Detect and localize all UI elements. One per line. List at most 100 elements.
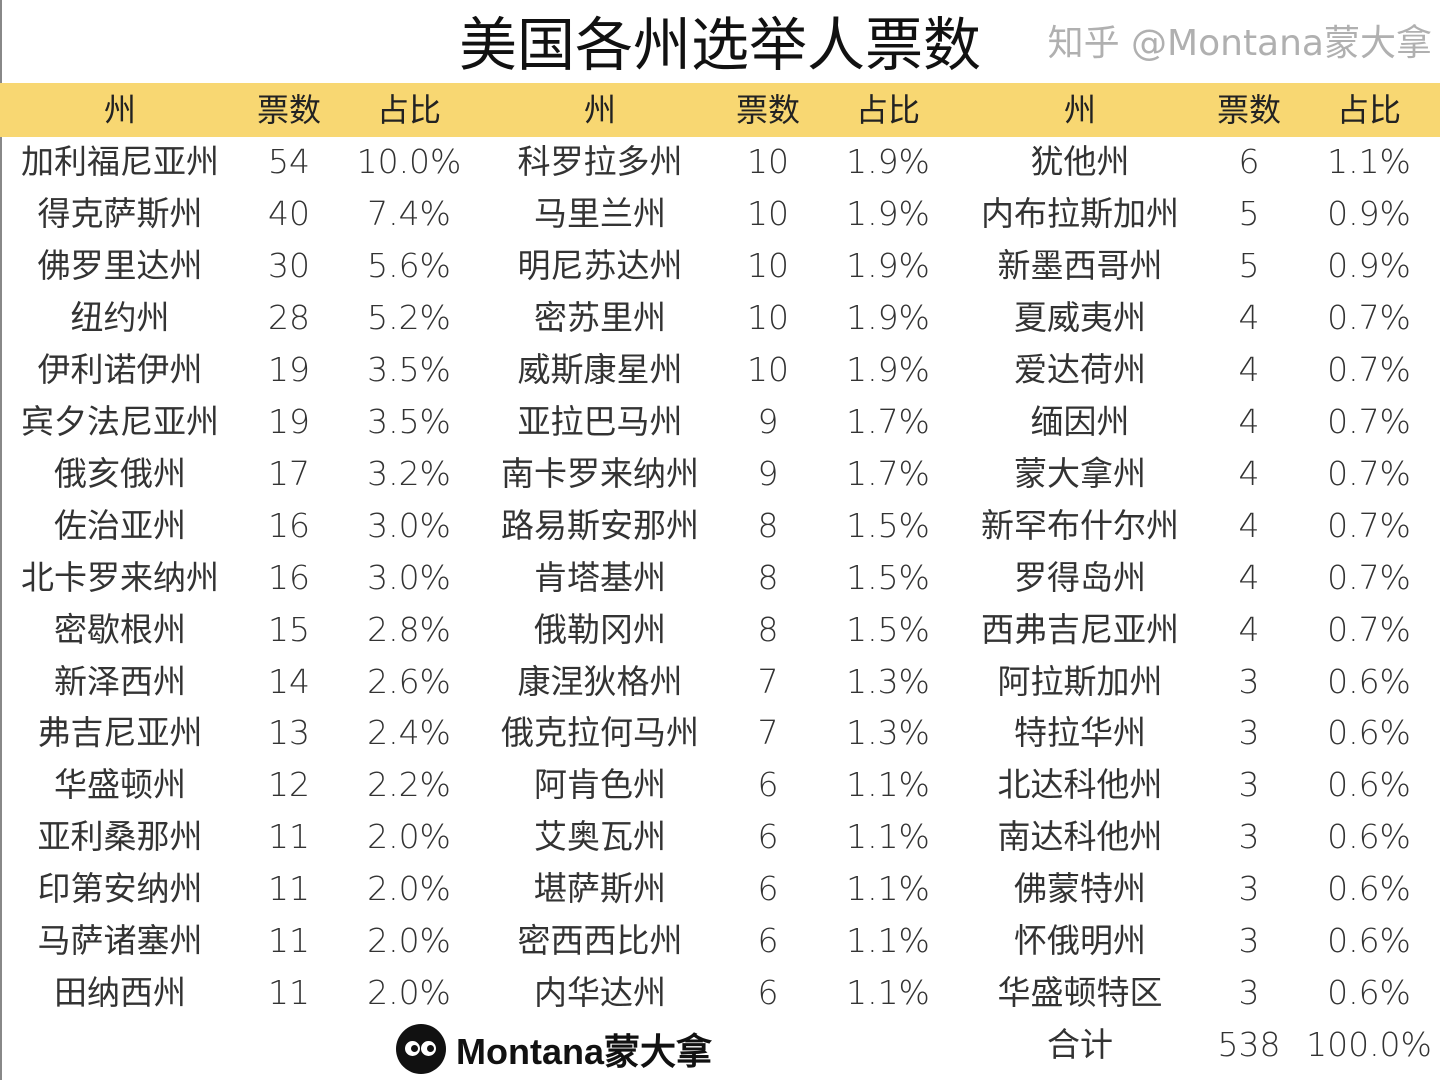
cell-share: 0.7% xyxy=(1327,557,1411,597)
cell-votes: 54 xyxy=(268,142,310,181)
cell-votes: 3 xyxy=(1238,713,1260,753)
cell-votes: 19 xyxy=(268,349,310,389)
cell-state: 新罕布什尔州 xyxy=(981,505,1179,545)
cell-share: 0.6% xyxy=(1327,817,1411,857)
cell-state: 俄勒冈州 xyxy=(534,609,666,649)
cell-share: 1.9% xyxy=(846,193,930,233)
cell-share: 10.0% xyxy=(356,142,462,181)
cell-state: 肯塔基州 xyxy=(534,557,666,597)
cell-share: 1.5% xyxy=(846,557,930,597)
cell-share: 1.9% xyxy=(846,349,930,389)
cell-votes: 16 xyxy=(268,557,310,597)
cell-share: 1.7% xyxy=(846,401,930,441)
cell-share: 1.1% xyxy=(846,973,930,1013)
cell-state: 内布拉斯加州 xyxy=(981,193,1179,233)
cell-share: 2.2% xyxy=(367,765,451,805)
cell-votes: 30 xyxy=(268,245,310,285)
cell-state: 俄亥俄州 xyxy=(54,453,186,493)
cell-votes: 4 xyxy=(1238,453,1260,493)
cell-votes: 10 xyxy=(747,193,789,233)
cell-state: 印第安纳州 xyxy=(37,869,203,909)
header-share: 占比 xyxy=(376,91,441,129)
cell-state: 弗吉尼亚州 xyxy=(37,713,203,753)
header-votes: 票数 xyxy=(256,91,321,129)
cell-state: 科罗拉多州 xyxy=(517,142,683,181)
cell-votes: 11 xyxy=(268,869,310,909)
cell-state: 罗得岛州 xyxy=(1014,557,1146,597)
header-state: 州 xyxy=(1063,91,1096,129)
cell-votes: 16 xyxy=(268,505,310,545)
cell-share: 5.2% xyxy=(367,297,451,337)
cell-share: 0.6% xyxy=(1327,869,1411,909)
cell-share: 3.5% xyxy=(367,401,451,441)
cell-state: 明尼苏达州 xyxy=(517,245,683,285)
cell-votes: 10 xyxy=(747,142,789,181)
cell-votes: 9 xyxy=(757,401,779,441)
cell-state: 佛蒙特州 xyxy=(1014,869,1146,909)
cell-state: 阿拉斯加州 xyxy=(997,661,1163,701)
cell-share: 0.6% xyxy=(1327,713,1411,753)
cell-state: 加利福尼亚州 xyxy=(21,142,219,181)
logo-text: Montana蒙大拿 xyxy=(456,1031,712,1072)
cell-state: 俄克拉何马州 xyxy=(501,713,699,753)
cell-state: 康涅狄格州 xyxy=(517,661,683,701)
cell-votes: 4 xyxy=(1238,401,1260,441)
cell-share: 0.6% xyxy=(1327,973,1411,1013)
cell-state: 内华达州 xyxy=(534,973,666,1013)
cell-state: 威斯康星州 xyxy=(517,349,683,389)
cell-share: 2.6% xyxy=(367,661,451,701)
cell-share: 0.7% xyxy=(1327,609,1411,649)
cell-state: 怀俄明州 xyxy=(1014,921,1146,961)
cell-share: 1.1% xyxy=(1327,142,1411,181)
cell-votes: 12 xyxy=(268,765,310,805)
header-votes: 票数 xyxy=(1216,91,1281,129)
cell-state: 堪萨斯州 xyxy=(534,869,666,909)
left-border xyxy=(0,0,2,1080)
cell-state: 缅因州 xyxy=(1030,401,1130,441)
cell-state: 爱达荷州 xyxy=(1014,349,1146,389)
cell-state: 夏威夷州 xyxy=(1014,297,1146,337)
cell-state: 佛罗里达州 xyxy=(37,245,203,285)
cell-votes: 4 xyxy=(1238,349,1260,389)
cell-state: 密歇根州 xyxy=(54,609,186,649)
cell-share: 1.1% xyxy=(846,765,930,805)
cell-share: 3.0% xyxy=(367,557,451,597)
page-title: 美国各州选举人票数 xyxy=(458,11,981,79)
cell-votes: 5 xyxy=(1238,245,1260,285)
cell-votes: 3 xyxy=(1238,765,1260,805)
cell-share: 2.4% xyxy=(367,713,451,753)
cell-state: 北达科他州 xyxy=(997,765,1163,805)
total-share: 100.0% xyxy=(1306,1025,1432,1064)
cell-votes: 10 xyxy=(747,297,789,337)
cell-votes: 8 xyxy=(757,609,779,649)
cell-votes: 6 xyxy=(1238,142,1260,181)
cell-votes: 15 xyxy=(268,609,310,649)
cell-state: 新泽西州 xyxy=(54,661,186,701)
cell-share: 3.2% xyxy=(367,453,451,493)
cell-votes: 6 xyxy=(757,765,779,805)
cell-votes: 4 xyxy=(1238,505,1260,545)
total-votes: 538 xyxy=(1217,1025,1281,1064)
cell-votes: 8 xyxy=(757,505,779,545)
cell-votes: 4 xyxy=(1238,297,1260,337)
cell-share: 1.5% xyxy=(846,505,930,545)
cell-votes: 7 xyxy=(757,713,779,753)
cell-share: 0.7% xyxy=(1327,505,1411,545)
cell-state: 艾奥瓦州 xyxy=(534,817,666,857)
cell-share: 0.7% xyxy=(1327,349,1411,389)
table-header: 州 票数 占比 州 票数 占比 州 票数 占比 xyxy=(0,83,1440,137)
cell-state: 南达科他州 xyxy=(997,817,1163,857)
cell-share: 7.4% xyxy=(367,193,451,233)
cell-share: 0.7% xyxy=(1327,453,1411,493)
cell-share: 0.9% xyxy=(1327,245,1411,285)
cell-votes: 17 xyxy=(268,453,310,493)
cell-votes: 6 xyxy=(757,817,779,857)
header-state: 州 xyxy=(103,91,136,129)
cell-state: 亚利桑那州 xyxy=(37,817,203,857)
cell-share: 0.9% xyxy=(1327,193,1411,233)
cell-state: 路易斯安那州 xyxy=(501,505,699,545)
cell-share: 2.0% xyxy=(367,921,451,961)
cell-votes: 13 xyxy=(268,713,310,753)
cell-state: 西弗吉尼亚州 xyxy=(981,609,1179,649)
cell-share: 2.0% xyxy=(367,817,451,857)
